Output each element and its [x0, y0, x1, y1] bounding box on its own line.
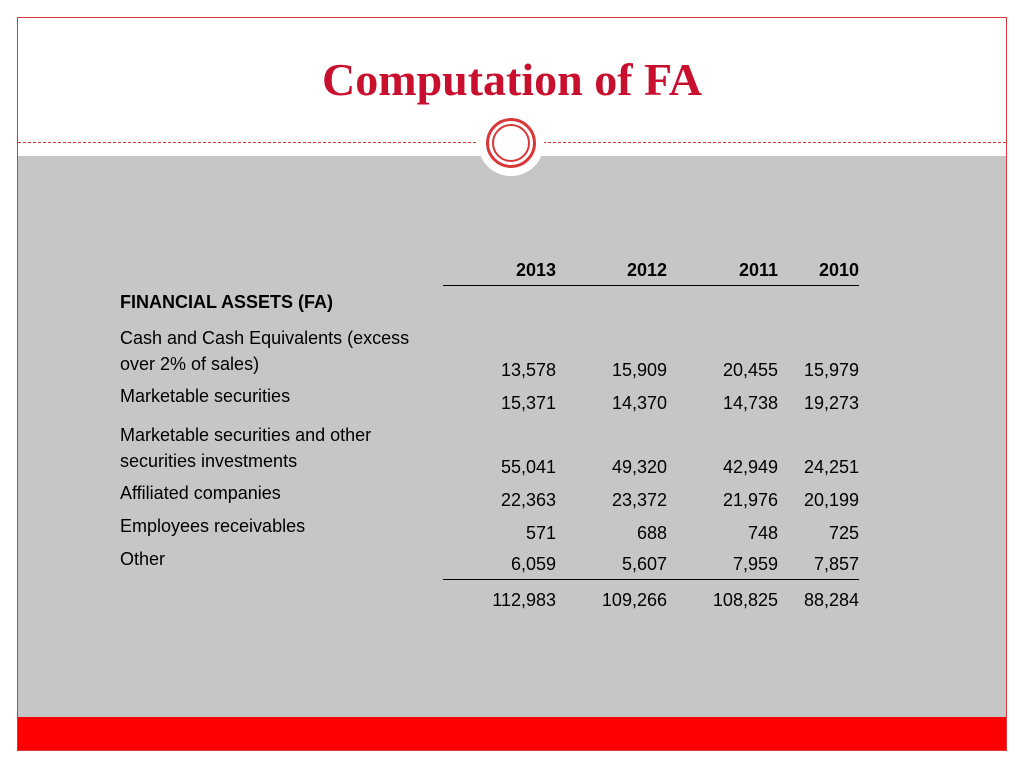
row-label: Other: [120, 549, 166, 569]
row-value-2010: 24,251: [803, 457, 859, 477]
column-header-2012: 2012: [556, 255, 667, 286]
row-value-2011: 20,455: [722, 360, 778, 380]
empty-cell: [443, 285, 556, 319]
section-header: FINANCIAL ASSETS (FA): [120, 292, 334, 312]
row-value-2012: 15,909: [611, 360, 667, 380]
table-row: Affiliated companies 22,363 23,372 21,97…: [120, 480, 859, 513]
empty-cell: [778, 285, 859, 319]
row-value-2010: 15,979: [803, 360, 859, 380]
row-value-2010: 7,857: [778, 546, 859, 580]
empty-cell: [556, 285, 667, 319]
total-value-2010: 88,284: [803, 590, 859, 610]
table-row: Employees receivables 571 688 748 725: [120, 513, 859, 546]
bottom-bar: [18, 717, 1006, 750]
table-row: Cash and Cash Equivalents (excess over 2…: [120, 319, 859, 383]
row-label: Marketable securities and other securiti…: [120, 425, 372, 471]
empty-cell: [667, 285, 778, 319]
table-row: Marketable securities and other securiti…: [120, 416, 859, 480]
column-header-2013: 2013: [443, 255, 556, 286]
title-area: Computation of FA: [18, 18, 1006, 143]
row-value-2013: 6,059: [443, 546, 556, 580]
row-value-2011: 14,738: [722, 393, 778, 413]
row-value-2013: 571: [525, 523, 556, 543]
total-value-2011: 108,825: [712, 590, 778, 610]
table-row: Other 6,059 5,607 7,959 7,857: [120, 546, 859, 580]
section-header-row: FINANCIAL ASSETS (FA): [120, 285, 859, 319]
table-row: Marketable securities 15,371 14,370 14,7…: [120, 383, 859, 416]
total-label-empty: [120, 579, 443, 613]
row-value-2012: 5,607: [556, 546, 667, 580]
row-value-2011: 7,959: [667, 546, 778, 580]
row-value-2012: 688: [636, 523, 667, 543]
financial-assets-table: 2013 2012 2011 2010 FINANCIAL ASSETS (FA…: [120, 255, 859, 613]
row-value-2013: 55,041: [500, 457, 556, 477]
row-value-2011: 21,976: [722, 490, 778, 510]
row-value-2012: 49,320: [611, 457, 667, 477]
row-label: Cash and Cash Equivalents (excess over 2…: [120, 328, 410, 374]
header-empty-cell: [120, 255, 443, 285]
row-value-2011: 42,949: [722, 457, 778, 477]
column-header-2010: 2010: [778, 255, 859, 286]
ornament-ring-inner: [492, 124, 530, 162]
row-label: Affiliated companies: [120, 483, 281, 503]
row-label: Marketable securities: [120, 386, 291, 406]
column-header-2011: 2011: [667, 255, 778, 286]
slide-title: Computation of FA: [322, 54, 702, 105]
row-value-2013: 22,363: [500, 490, 556, 510]
total-value-2012: 109,266: [601, 590, 667, 610]
total-row: 112,983 109,266 108,825 88,284: [120, 579, 859, 613]
total-value-2013: 112,983: [492, 590, 556, 610]
row-value-2010: 725: [828, 523, 859, 543]
row-label: Employees receivables: [120, 516, 306, 536]
row-value-2011: 748: [747, 523, 778, 543]
row-value-2012: 23,372: [611, 490, 667, 510]
content-area: [18, 156, 1006, 717]
slide-frame: Computation of FA: [17, 17, 1007, 751]
row-value-2012: 14,370: [611, 393, 667, 413]
row-value-2010: 19,273: [803, 393, 859, 413]
row-value-2013: 13,578: [500, 360, 556, 380]
row-value-2010: 20,199: [803, 490, 859, 510]
row-value-2013: 15,371: [500, 393, 556, 413]
header-row: 2013 2012 2011 2010: [120, 255, 859, 286]
